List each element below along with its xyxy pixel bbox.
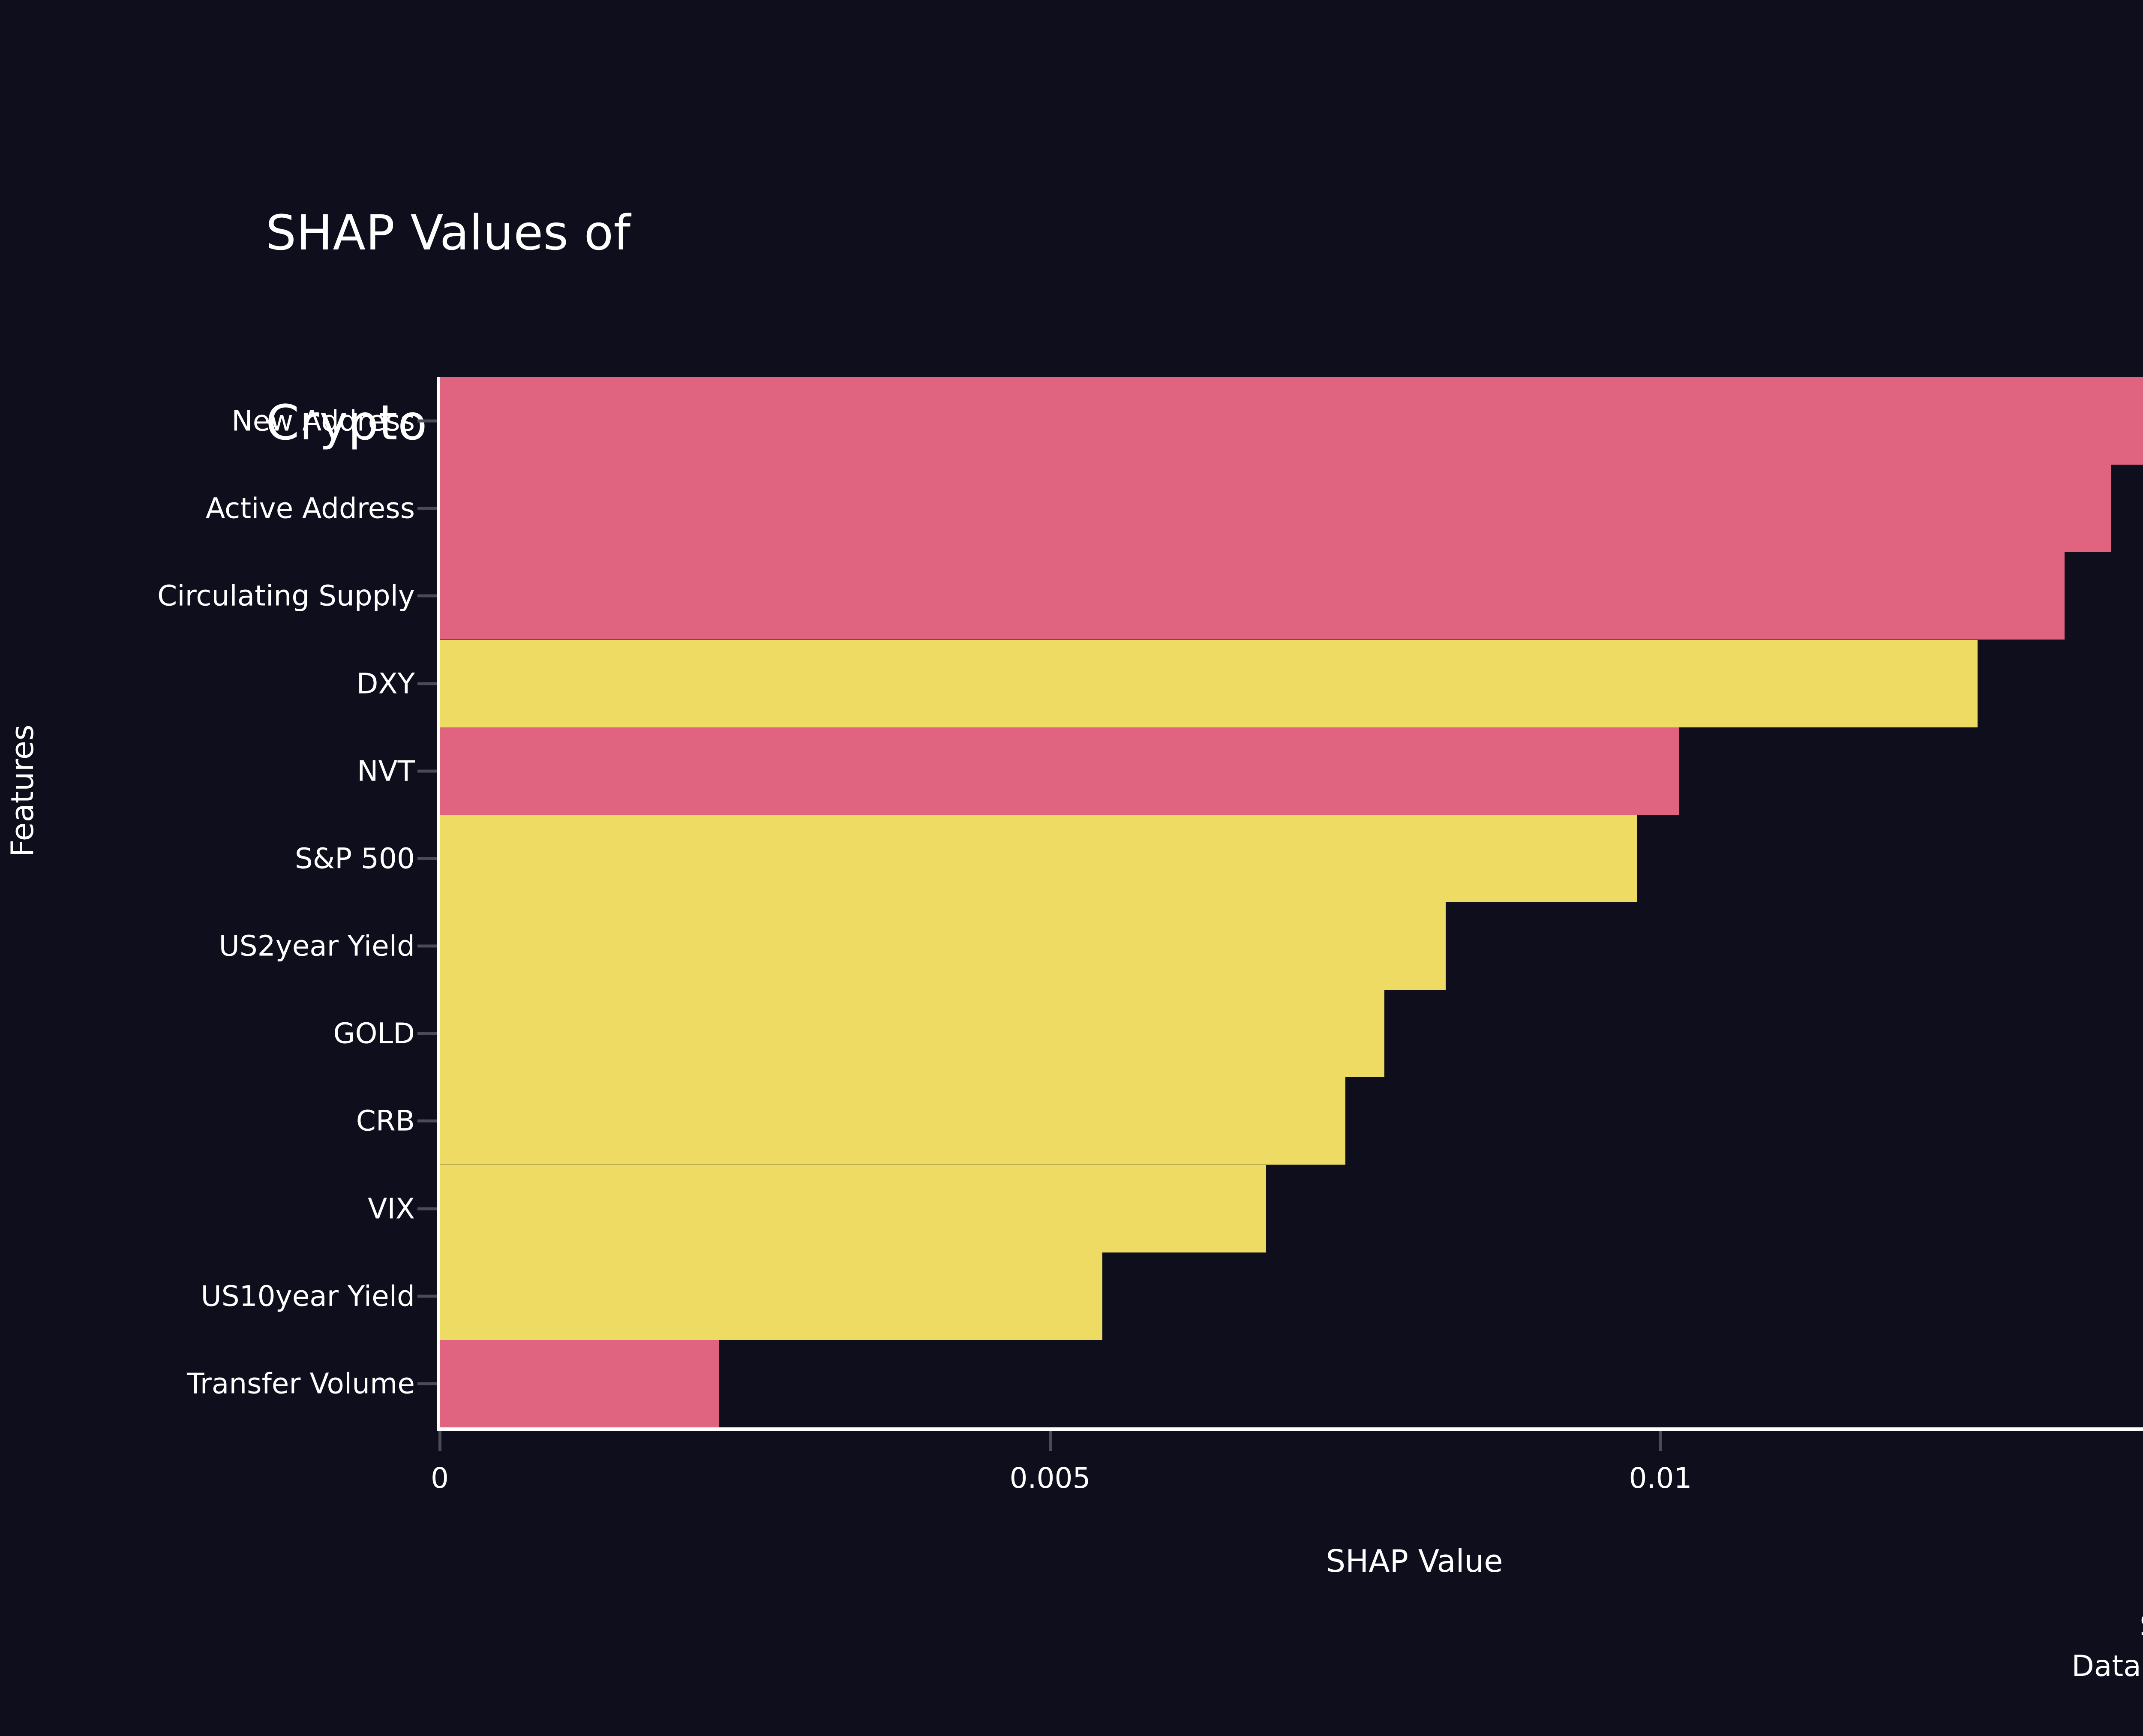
x-axis-line <box>437 1427 2143 1431</box>
bar <box>440 1077 1346 1165</box>
x-tick-mark <box>438 1431 441 1451</box>
title-line-1: SHAP Values of <box>266 205 631 261</box>
footer-block: Source: Glassnode,Investing.com Data per… <box>2071 1606 2143 1687</box>
y-tick-mark <box>417 944 437 948</box>
y-tick-label: NVT <box>357 754 415 788</box>
y-tick-mark <box>417 769 437 773</box>
bar-row: Circulating Supply <box>157 552 2065 640</box>
y-tick-label: CRB <box>356 1104 415 1138</box>
bar <box>440 902 1446 990</box>
bar <box>440 990 1385 1078</box>
x-tick-label: 0.005 <box>1009 1462 1091 1495</box>
y-tick-mark <box>417 1032 437 1035</box>
y-tick-mark <box>417 1294 437 1298</box>
y-tick-mark <box>417 1207 437 1210</box>
bar-row: Active Address <box>206 465 2111 553</box>
bar-row: Transfer Volume <box>187 1340 720 1427</box>
bar <box>440 377 2143 465</box>
bar-row: New Address <box>231 377 2143 465</box>
bar <box>440 465 2111 553</box>
y-tick-mark <box>417 594 437 598</box>
bar-row: CRB <box>356 1077 1346 1165</box>
bar-row: S&P 500 <box>295 814 1637 902</box>
y-tick-mark <box>417 857 437 860</box>
y-tick-mark <box>417 1119 437 1123</box>
y-tick-label: US2year Yield <box>219 929 415 963</box>
y-tick-label: Circulating Supply <box>157 579 415 613</box>
y-tick-mark <box>417 507 437 510</box>
y-tick-label: VIX <box>368 1192 415 1225</box>
footer-source: Source: Glassnode,Investing.com <box>2071 1606 2143 1646</box>
y-tick-label: Transfer Volume <box>187 1367 415 1400</box>
bar-row: VIX <box>368 1165 1267 1252</box>
y-tick-label: US10year Yield <box>201 1279 415 1313</box>
y-axis-line <box>437 377 440 1427</box>
y-tick-label: GOLD <box>333 1017 415 1050</box>
y-tick-label: Active Address <box>206 492 415 525</box>
x-tick-mark <box>1049 1431 1052 1451</box>
bar <box>440 1165 1267 1252</box>
bar-row: DXY <box>357 640 1978 727</box>
footer-period: Data period: 2020.08.06 - 2021.08.05 <box>2071 1649 2141 1684</box>
bar <box>440 1340 720 1427</box>
y-tick-mark <box>417 1382 437 1385</box>
x-tick-label: 0 <box>431 1462 449 1495</box>
x-tick-label: 0.01 <box>1629 1462 1692 1495</box>
y-tick-label: S&P 500 <box>294 842 415 875</box>
x-axis-title: SHAP Value <box>1326 1543 1503 1579</box>
plot-area: New Address Active Address Circulating Sup… <box>157 377 2143 1495</box>
bar-row: GOLD <box>333 990 1385 1078</box>
bar-row: NVT <box>357 727 1679 815</box>
bar <box>440 1252 1103 1340</box>
y-axis-title: Features <box>4 724 40 857</box>
bar-row: US2year Yield <box>219 902 1446 990</box>
bar <box>440 640 1978 727</box>
bar-row: US10year Yield <box>201 1252 1103 1340</box>
bar <box>440 552 2065 640</box>
y-tick-label: New Address <box>231 404 415 438</box>
y-tick-mark <box>417 419 437 423</box>
bar <box>440 814 1637 902</box>
y-tick-mark <box>417 682 437 685</box>
y-tick-label: DXY <box>356 667 415 700</box>
bar <box>440 727 1679 815</box>
x-tick-mark <box>1659 1431 1662 1451</box>
